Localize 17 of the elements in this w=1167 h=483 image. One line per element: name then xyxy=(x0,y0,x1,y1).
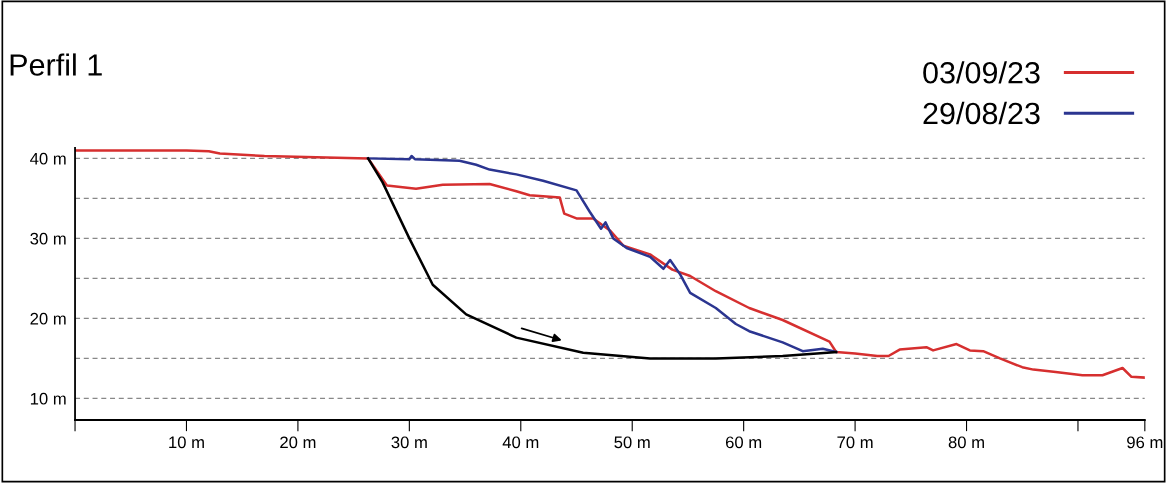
line-series xyxy=(75,149,1145,379)
x-tick-label: 10 m xyxy=(169,436,204,449)
y-tick-label: 20 m xyxy=(30,312,66,325)
x-tick-label: 96 m xyxy=(1127,436,1163,449)
y-tick-label: 10 m xyxy=(30,392,66,405)
legend-label: 03/09/23 xyxy=(923,61,1040,84)
x-tick-label: 40 m xyxy=(502,436,539,449)
x-tick-label: 30 m xyxy=(391,436,427,449)
x-tick-label: 60 m xyxy=(725,436,762,449)
legend-label: 29/08/23 xyxy=(923,101,1040,125)
x-tick-label: 80 m xyxy=(948,436,984,449)
y-tick-label: 40 m xyxy=(30,152,66,165)
y-tick-label: 30 m xyxy=(30,232,66,245)
x-tick-label: 70 m xyxy=(837,436,873,449)
x-tick-label: 50 m xyxy=(614,436,650,449)
x-tick-label: 20 m xyxy=(280,436,316,449)
chart-title: Perfil 1 xyxy=(10,53,102,76)
